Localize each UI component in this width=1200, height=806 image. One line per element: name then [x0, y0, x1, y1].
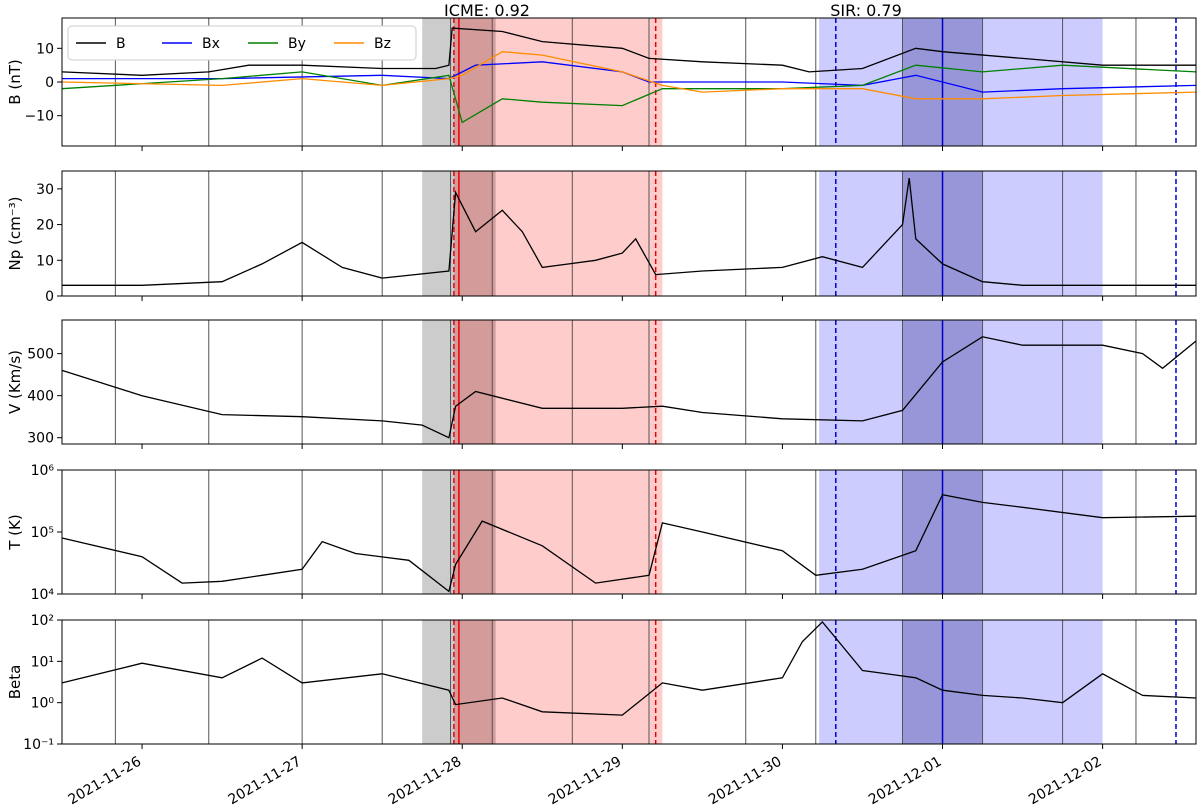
- icme-region: [453, 320, 663, 444]
- icme-region: [453, 470, 663, 594]
- series-line-v: [61, 336, 1197, 439]
- x-tick-label: 2021-11-28: [386, 754, 464, 806]
- y-tick-label: 10⁶: [31, 463, 55, 479]
- y-tick-label: 10: [36, 253, 54, 269]
- panel-frame: [61, 170, 1197, 297]
- x-tick-label: 2021-11-30: [706, 754, 784, 806]
- series-line-b: [61, 27, 1196, 76]
- series-line-np: [62, 178, 1196, 286]
- panel-5: 10⁻¹ 10⁰ 10¹ 10² Beta: [6, 613, 1197, 753]
- icme-overlap-region: [453, 320, 496, 444]
- series-line-by: [61, 64, 1197, 124]
- sheath-region: [422, 320, 454, 444]
- icme-region: [453, 18, 663, 146]
- x-tick-label: 2021-11-29: [546, 754, 624, 806]
- sheath-region: [422, 470, 454, 594]
- x-tick-label: 2021-11-27: [226, 754, 304, 806]
- y-tick-label: 500: [27, 347, 54, 363]
- sir-region: [819, 171, 1103, 296]
- y-tick-label: 0: [45, 75, 54, 91]
- legend-entry: By: [288, 36, 306, 52]
- icme-region: [453, 171, 663, 296]
- panel-1: −10 0 10 B (nT) B Bx By Bz: [6, 17, 1197, 151]
- y-axis-label: B (nT): [6, 59, 24, 104]
- x-axis: 2021-11-26 2021-11-27 2021-11-28 2021-11-29…: [66, 754, 1105, 806]
- series-line-bz: [61, 51, 1197, 100]
- y-tick-label: 10⁻¹: [23, 737, 54, 753]
- series-line-bx: [62, 61, 1197, 93]
- y-tick-label: 400: [27, 389, 54, 405]
- y-tick-label: −10: [24, 109, 54, 125]
- series-line-beta: [61, 620, 1197, 716]
- y-axis-label: V (Km/s): [6, 350, 24, 414]
- icme-region: [453, 620, 663, 744]
- y-tick-label: 300: [27, 431, 54, 447]
- y-axis-label: Beta: [6, 665, 24, 700]
- legend-entry: Bx: [202, 36, 220, 52]
- sir-region: [819, 470, 1103, 594]
- sir-region: [819, 320, 1103, 444]
- panel-4: 10⁴ 10⁵ 10⁶ T (K): [6, 463, 1197, 603]
- x-tick-label: 2021-11-26: [66, 754, 145, 806]
- y-axis-label: Np (cm⁻³): [6, 196, 24, 270]
- x-tick-label: 2021-12-01: [866, 754, 944, 806]
- y-tick-label: 10⁵: [31, 525, 54, 541]
- icme-overlap-region: [453, 620, 496, 744]
- y-tick-label: 30: [36, 182, 54, 198]
- y-tick-label: 10⁰: [31, 696, 55, 712]
- panel-frame: [61, 319, 1197, 445]
- sir-region: [819, 18, 1103, 146]
- sheath-region: [422, 18, 454, 146]
- legend-box: [67, 25, 417, 61]
- legend-entry: B: [116, 36, 126, 52]
- panel-2: 0 10 20 30 Np (cm⁻³): [6, 170, 1197, 305]
- legend: B Bx By Bz: [67, 25, 417, 61]
- y-tick-label: 0: [45, 289, 54, 305]
- icme-overlap-region: [453, 171, 496, 296]
- legend-entry: Bz: [374, 36, 391, 52]
- y-tick-label: 10: [36, 41, 54, 57]
- x-tick-label: 2021-12-02: [1026, 754, 1104, 806]
- series-line-t: [61, 493, 1197, 593]
- y-axis-label: T (K): [6, 514, 24, 550]
- sheath-region: [422, 171, 454, 296]
- icme-overlap-region: [453, 18, 496, 146]
- sir-region: [819, 620, 1103, 744]
- sheath-region: [422, 620, 454, 744]
- sir-annotation: SIR: 0.79: [830, 1, 902, 20]
- y-tick-label: 10¹: [31, 654, 54, 670]
- y-tick-label: 10²: [31, 613, 54, 629]
- panel-frame: [61, 619, 1197, 745]
- icme-annotation: ICME: 0.92: [444, 1, 530, 20]
- y-tick-label: 10⁴: [31, 587, 55, 603]
- y-tick-label: 20: [36, 218, 54, 234]
